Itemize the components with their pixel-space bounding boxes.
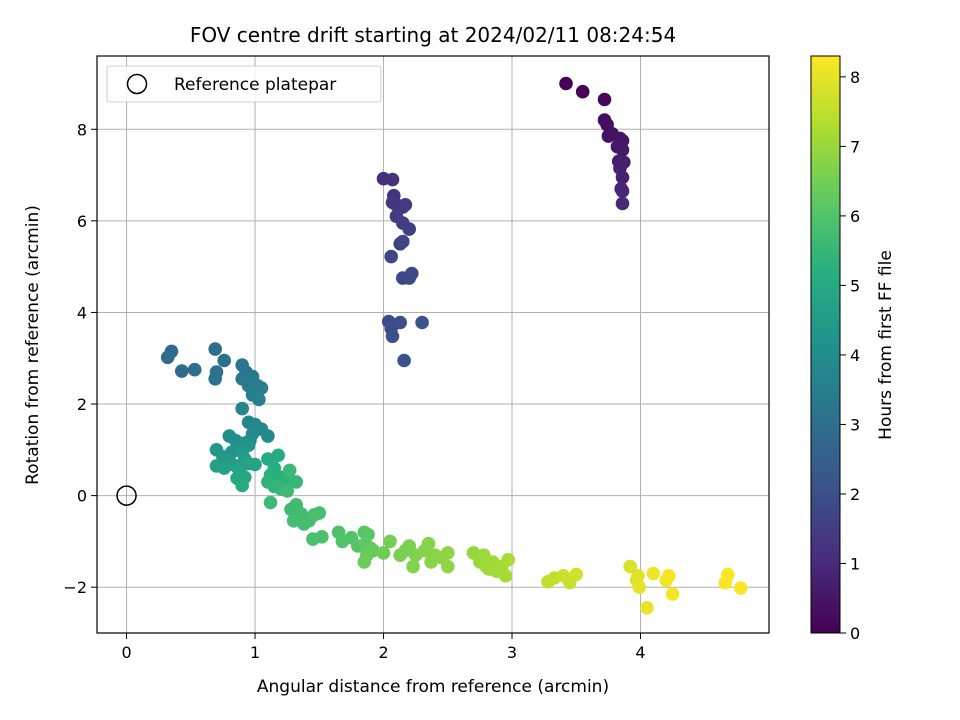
data-point: [569, 567, 584, 582]
data-point: [424, 555, 438, 569]
y-axis-label: Rotation from reference (arcmin): [23, 205, 43, 485]
data-point: [385, 172, 400, 187]
data-point: [252, 392, 266, 407]
colorbar-tick-label: 6: [850, 207, 860, 226]
chart-title: FOV centre drift starting at 2024/02/11 …: [190, 23, 676, 47]
data-point: [208, 342, 222, 356]
colorbar-gradient: [810, 55, 841, 634]
data-point: [733, 581, 748, 595]
x-tick-label: 2: [378, 643, 388, 662]
data-point: [501, 552, 515, 567]
y-tick-label: −2: [63, 578, 87, 597]
data-point: [405, 266, 419, 281]
colorbar-tick-label: 1: [850, 554, 860, 573]
data-point: [312, 506, 327, 520]
legend-reference-marker: [126, 73, 148, 95]
y-tick-label: 0: [77, 487, 87, 506]
legend-entry-reference: Reference platepar: [174, 75, 336, 95]
data-point: [289, 475, 304, 489]
data-point: [398, 198, 413, 212]
data-point: [575, 84, 590, 99]
data-point: [385, 195, 400, 210]
data-point: [631, 569, 645, 583]
data-point: [640, 601, 654, 615]
data-point: [160, 350, 175, 365]
plot-frame: [96, 55, 770, 634]
data-point: [383, 534, 397, 549]
data-point: [415, 315, 429, 330]
data-point: [421, 536, 436, 551]
data-point: [315, 530, 329, 544]
y-tick-label: 6: [77, 212, 87, 231]
colorbar-tick-label: 8: [850, 68, 860, 87]
colorbar-tick-label: 0: [850, 624, 860, 643]
data-point: [646, 566, 661, 581]
data-point: [559, 76, 573, 91]
y-tick-label: 8: [77, 120, 87, 139]
data-point: [441, 546, 455, 560]
data-point: [597, 92, 612, 107]
data-points: [160, 76, 748, 615]
data-point: [665, 587, 680, 601]
data-point: [282, 463, 297, 478]
data-point: [615, 184, 630, 198]
x-axis-label: Angular distance from reference (arcmin): [257, 677, 609, 697]
data-point: [235, 401, 249, 416]
data-point: [376, 546, 391, 560]
y-tick-label: 2: [77, 395, 87, 414]
colorbar-label: Hours from first FF file: [876, 250, 896, 440]
data-point: [393, 315, 408, 330]
data-point: [396, 234, 410, 249]
data-point: [263, 495, 278, 510]
data-point: [441, 559, 455, 574]
x-axis-ticks: 0 1 2 3 4: [121, 633, 646, 662]
colorbar-tick-label: 3: [850, 415, 860, 434]
colorbar: 0 1 2 3 4 5 6 7 8 Hours from first FF file: [810, 55, 896, 643]
grid-lines: [97, 56, 769, 633]
data-point: [235, 478, 249, 493]
data-point: [397, 353, 411, 368]
x-tick-label: 4: [635, 643, 645, 662]
y-axis-ticks: −2 0 2 4 6 8: [63, 120, 97, 597]
data-point: [623, 559, 637, 574]
x-tick-label: 1: [250, 643, 260, 662]
data-point: [632, 580, 646, 594]
data-point: [280, 484, 295, 498]
data-point: [217, 461, 231, 475]
y-tick-label: 4: [77, 303, 87, 322]
data-point: [615, 170, 630, 185]
data-point: [406, 559, 420, 574]
x-tick-label: 0: [121, 643, 131, 662]
data-point: [286, 514, 301, 528]
data-point: [662, 569, 676, 583]
colorbar-tick-label: 5: [850, 276, 860, 295]
data-point: [261, 429, 275, 443]
data-point: [217, 353, 231, 368]
data-point: [248, 457, 262, 472]
colorbar-tick-label: 7: [850, 137, 860, 156]
data-point: [175, 364, 189, 378]
x-tick-label: 3: [507, 643, 517, 662]
legend: Reference platepar: [106, 65, 382, 103]
data-point: [357, 555, 372, 569]
data-point: [498, 569, 513, 583]
data-point: [187, 362, 202, 377]
data-point: [208, 372, 222, 386]
colorbar-tick-label: 2: [850, 485, 860, 504]
colorbar-tick-label: 4: [850, 346, 860, 365]
reference-marker: [116, 485, 137, 506]
data-point: [271, 448, 286, 463]
data-point: [384, 249, 399, 264]
data-point: [402, 222, 417, 236]
data-point: [615, 196, 630, 211]
legend-box: [106, 65, 382, 103]
data-point: [721, 567, 735, 582]
colorbar-ticks: 0 1 2 3 4 5 6 7 8: [840, 68, 860, 643]
data-point: [615, 143, 630, 157]
data-point: [385, 329, 400, 344]
